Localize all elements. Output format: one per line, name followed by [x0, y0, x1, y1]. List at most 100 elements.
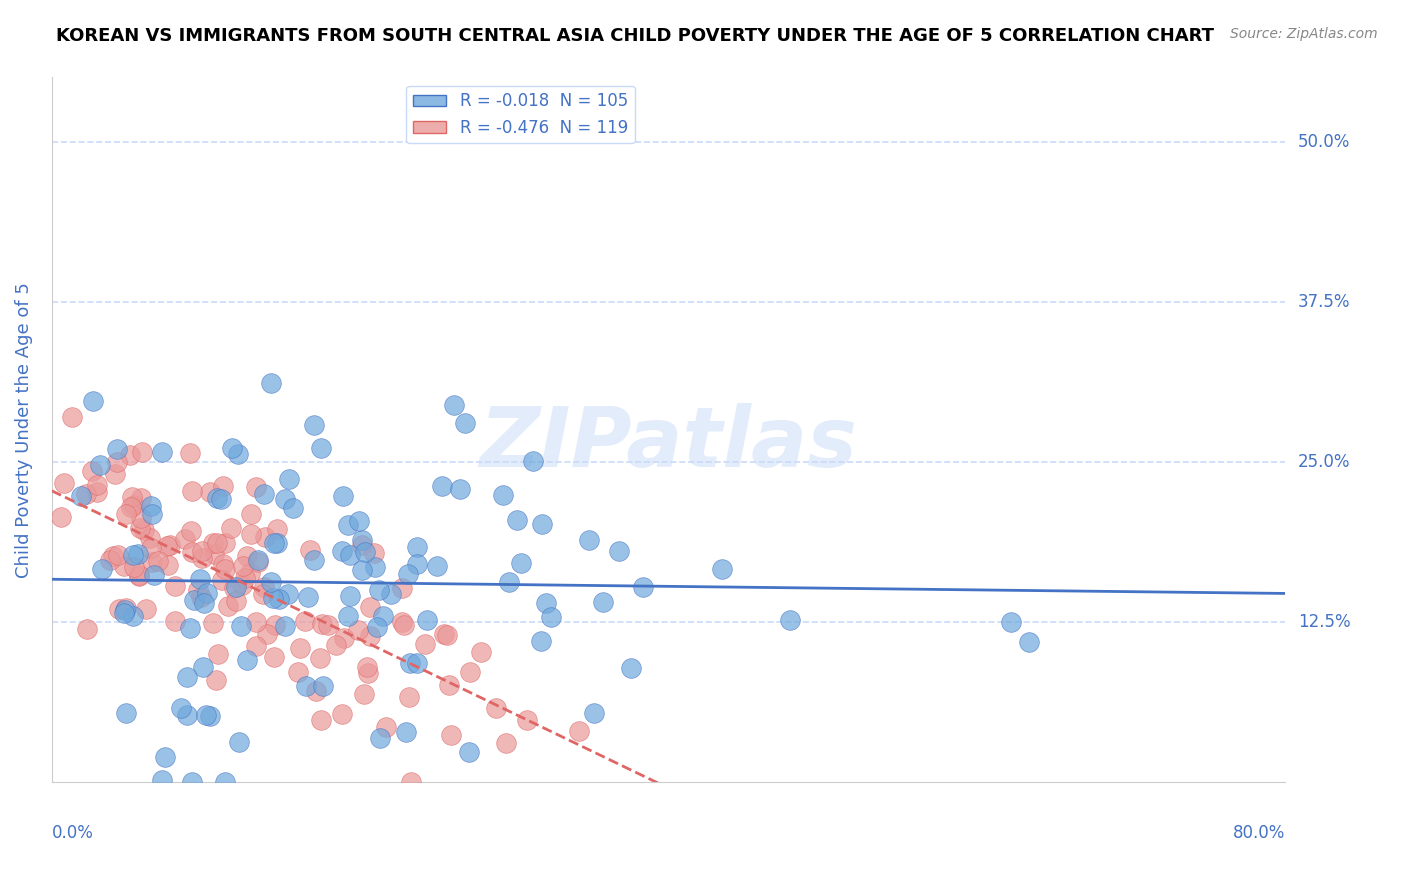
Point	[330, 544, 353, 558]
Point	[416, 613, 439, 627]
Point	[114, 507, 136, 521]
Point	[260, 376, 283, 390]
Point	[311, 714, 333, 728]
Point	[245, 615, 267, 629]
Point	[150, 444, 173, 458]
Point	[252, 587, 274, 601]
Point	[256, 627, 278, 641]
Point	[195, 585, 218, 599]
Point	[202, 536, 225, 550]
Point	[530, 634, 553, 648]
Point	[115, 600, 138, 615]
Point	[222, 581, 245, 595]
Point	[121, 490, 143, 504]
Text: 50.0%: 50.0%	[1298, 133, 1350, 151]
Point	[392, 617, 415, 632]
Point	[108, 602, 131, 616]
Point	[363, 546, 385, 560]
Point	[122, 548, 145, 562]
Point	[568, 724, 591, 739]
Point	[76, 622, 98, 636]
Point	[294, 614, 316, 628]
Point	[356, 660, 378, 674]
Point	[457, 745, 479, 759]
Point	[370, 731, 392, 745]
Point	[114, 603, 136, 617]
Point	[260, 574, 283, 589]
Point	[350, 538, 373, 552]
Point	[359, 599, 381, 614]
Point	[633, 581, 655, 595]
Point	[120, 500, 142, 514]
Point	[141, 500, 163, 514]
Point	[49, 509, 72, 524]
Point	[239, 566, 262, 581]
Point	[274, 492, 297, 507]
Point	[522, 454, 544, 468]
Point	[128, 568, 150, 582]
Point	[131, 445, 153, 459]
Point	[516, 713, 538, 727]
Point	[89, 458, 111, 472]
Point	[159, 538, 181, 552]
Point	[308, 650, 330, 665]
Point	[141, 555, 163, 569]
Point	[347, 623, 370, 637]
Point	[297, 590, 319, 604]
Point	[287, 665, 309, 680]
Point	[413, 637, 436, 651]
Point	[183, 592, 205, 607]
Point	[299, 543, 322, 558]
Point	[364, 559, 387, 574]
Point	[80, 464, 103, 478]
Point	[337, 609, 360, 624]
Point	[311, 616, 333, 631]
Point	[262, 591, 284, 605]
Point	[391, 615, 413, 630]
Point	[217, 599, 239, 614]
Point	[214, 775, 236, 789]
Point	[253, 580, 276, 594]
Point	[406, 657, 429, 671]
Point	[156, 539, 179, 553]
Point	[214, 562, 236, 576]
Point	[143, 567, 166, 582]
Y-axis label: Child Poverty Under the Age of 5: Child Poverty Under the Age of 5	[15, 282, 32, 578]
Point	[620, 661, 643, 675]
Point	[134, 523, 156, 537]
Point	[82, 393, 104, 408]
Point	[302, 417, 325, 432]
Point	[247, 555, 270, 569]
Point	[779, 613, 801, 627]
Point	[359, 629, 381, 643]
Point	[190, 543, 212, 558]
Point	[374, 720, 396, 734]
Point	[214, 536, 236, 550]
Point	[337, 518, 360, 533]
Point	[277, 587, 299, 601]
Point	[207, 647, 229, 661]
Point	[174, 532, 197, 546]
Point	[131, 510, 153, 524]
Point	[239, 527, 262, 541]
Point	[350, 563, 373, 577]
Point	[312, 679, 335, 693]
Point	[219, 521, 242, 535]
Text: Source: ZipAtlas.com: Source: ZipAtlas.com	[1230, 27, 1378, 41]
Point	[235, 549, 257, 563]
Point	[449, 482, 471, 496]
Point	[163, 579, 186, 593]
Point	[333, 631, 356, 645]
Point	[263, 649, 285, 664]
Point	[353, 687, 375, 701]
Point	[91, 562, 114, 576]
Point	[233, 571, 256, 585]
Point	[316, 618, 339, 632]
Point	[122, 498, 145, 512]
Point	[454, 416, 477, 430]
Point	[101, 549, 124, 563]
Point	[398, 690, 420, 704]
Point	[492, 488, 515, 502]
Point	[100, 553, 122, 567]
Point	[278, 472, 301, 486]
